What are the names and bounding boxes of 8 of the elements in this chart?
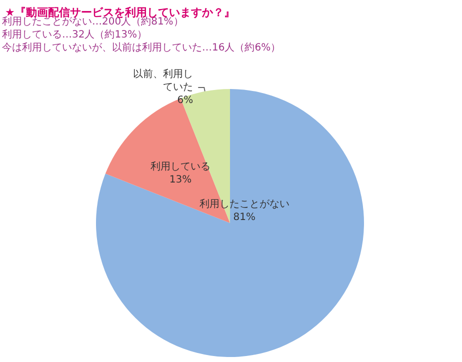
slice-label: 以前、利用していた	[133, 68, 194, 93]
text: 今は利用していないが、以前は利用していた…16人（約6%）	[2, 42, 281, 54]
slice-label: 利用している	[150, 160, 211, 173]
data-label: 6%	[177, 94, 194, 106]
data-label: 13%	[169, 174, 192, 186]
slice-label: 利用したことがない	[199, 198, 290, 210]
text: 利用している…32人（約13%）	[2, 28, 147, 40]
data-label: 81%	[233, 212, 256, 223]
